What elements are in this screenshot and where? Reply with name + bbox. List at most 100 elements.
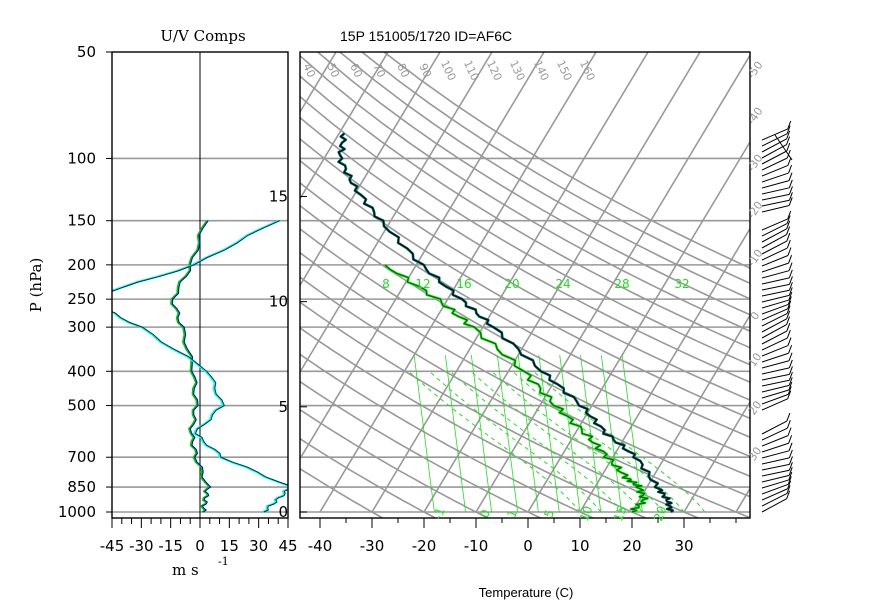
wind-barb: [761, 372, 793, 387]
mixing-ratio-line: [496, 355, 518, 513]
wind-barb-staff: [761, 352, 789, 363]
wind-barb-staff: [761, 442, 789, 453]
wind-barb-flag: [788, 352, 793, 361]
isotherm-line: [300, 52, 389, 201]
dry-adiabat: [300, 380, 543, 518]
wind-barb-flag: [788, 442, 793, 451]
wind-barb-staff: [761, 313, 788, 327]
isotherm-line: [0, 52, 128, 512]
pressure-label: 400: [67, 362, 96, 380]
wind-barb: [761, 220, 791, 243]
wind-barb: [761, 157, 792, 177]
pressure-label: 250: [67, 290, 96, 308]
wind-barb: [761, 130, 791, 153]
bottom-label: 0: [477, 508, 493, 520]
moist-adiabats: [408, 370, 706, 513]
wind-barb-staff: [761, 345, 789, 357]
wind-barb-flag: [786, 220, 791, 229]
temperature-ticks: -40 -30 -20 -10 0 10 20 30: [308, 518, 737, 555]
wind-barb-flag: [786, 142, 791, 152]
dry-adiabat: [300, 137, 750, 401]
u-component-trace-dark: [112, 220, 288, 513]
wind-barb-flag: [786, 130, 791, 139]
wind-barb: [761, 352, 793, 369]
wind-barb-flag: [788, 456, 793, 465]
wind-barb-flag: [788, 164, 793, 174]
wind-barb: [761, 337, 792, 357]
height-tick-label: 0: [278, 503, 288, 521]
wind-barb-flag: [788, 291, 793, 301]
wind-barb-flag: [788, 467, 793, 476]
wind-barb: [761, 412, 791, 435]
isotherm-line: [683, 400, 750, 513]
wind-barb-flag: [786, 412, 791, 422]
left-x-tick-label: 0: [195, 537, 205, 555]
wind-barb-staff: [761, 427, 788, 441]
wind-barb-flag: [788, 359, 793, 369]
theta-label: 140: [531, 58, 552, 83]
wind-barb-flag: [788, 462, 793, 471]
mixing-ratio-label: 24: [555, 277, 570, 291]
wind-barb-flag: [786, 485, 791, 494]
dry-adiabat: [300, 54, 750, 332]
wind-barb-staff: [761, 303, 789, 315]
height-ticks: 0 5 10 15: [269, 187, 307, 521]
wind-barb-flag: [788, 282, 793, 291]
wind-barb-staff: [761, 299, 789, 309]
wind-barb: [761, 210, 792, 231]
isotherm-line: [300, 52, 441, 287]
wind-barb: [761, 179, 793, 195]
wind-barb-flag: [788, 377, 793, 386]
dry-adiabat: [300, 276, 750, 518]
theta-e-label: -50: [745, 59, 766, 81]
dry-adiabat: [300, 467, 385, 518]
mixing-ratio-line: [470, 355, 492, 513]
theta-label: 150: [554, 58, 575, 83]
mixing-ratio-line: [444, 355, 466, 513]
wind-barb: [761, 471, 793, 489]
dry-adiabat: [300, 353, 595, 518]
wind-barb-flag: [788, 254, 793, 264]
left-x-ticks: -45 -30 -15 0 15 30 45: [100, 518, 298, 555]
wind-barb: [761, 164, 793, 183]
dry-adiabat: [300, 408, 490, 518]
wind-barb-staff: [761, 128, 788, 141]
theta-label: 100: [438, 58, 459, 83]
wind-barb-staff: [761, 463, 790, 471]
temperature-tick-label: -40: [308, 537, 333, 555]
mixing-ratio-line: [600, 355, 622, 513]
wind-barb-staff: [761, 479, 789, 489]
left-xlabel-superscript: -1: [218, 555, 229, 568]
wind-barb-staff: [761, 138, 787, 153]
mixing-ratio-label: 32: [674, 277, 689, 291]
bottom-label: -1: [431, 506, 448, 522]
wind-barb: [761, 300, 792, 321]
pressure-label: 150: [67, 212, 96, 230]
moist-adiabat: [449, 370, 622, 513]
left-x-tick-label: -15: [158, 537, 183, 555]
isotherm-line: [475, 53, 750, 513]
left-panel-xlabel: m s -1: [172, 555, 229, 579]
dry-adiabat: [300, 251, 750, 498]
wind-barb-staff: [761, 330, 788, 345]
left-x-tick-label: -45: [100, 537, 125, 555]
wind-barb-staff: [761, 360, 790, 369]
wind-barb-flag: [787, 390, 792, 399]
wind-barb-flag: [787, 120, 792, 130]
dry-adiabat: [300, 437, 437, 518]
pressure-label: 700: [67, 448, 96, 466]
wind-barb: [761, 282, 793, 297]
dry-adiabat: [361, 52, 750, 285]
wind-barb-flag: [786, 215, 791, 224]
wind-barb-staff: [761, 283, 790, 291]
wind-barb-flag: [786, 136, 791, 145]
moist-adiabat: [491, 370, 664, 513]
wind-barb: [761, 442, 793, 459]
wind-barb: [761, 172, 793, 189]
dry-adiabat: [300, 181, 750, 439]
wind-barb: [761, 215, 791, 237]
isotherm-line: [300, 52, 545, 461]
wind-component-traces: [112, 219, 288, 513]
isotherm-line: [527, 140, 750, 513]
